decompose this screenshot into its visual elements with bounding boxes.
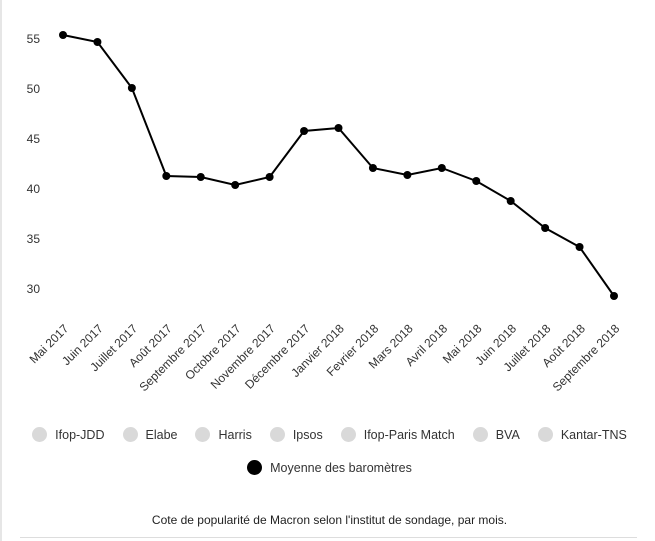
caption: Cote de popularité de Macron selon l'ins… xyxy=(151,513,508,527)
point xyxy=(403,171,412,179)
legend: Moyenne des baromètres xyxy=(2,460,655,475)
legend-marker xyxy=(32,427,48,442)
point xyxy=(368,164,377,172)
legend-item[interactable]: Elabe xyxy=(122,427,178,442)
legend-marker xyxy=(472,427,488,442)
y-tick-label: 55 xyxy=(27,32,41,46)
legend-item[interactable]: Ifop-JDD xyxy=(32,427,105,442)
legend-label: BVA xyxy=(495,427,520,442)
legend-label: Ifop-JDD xyxy=(55,427,105,442)
point xyxy=(265,173,274,181)
point xyxy=(300,127,309,135)
line xyxy=(62,34,615,297)
legend-item[interactable]: Ifop-Paris Match xyxy=(340,427,455,442)
legend-label: Ifop-Paris Match xyxy=(363,427,455,442)
y-tick-label: 45 xyxy=(27,132,41,146)
legend-label: Ipsos xyxy=(292,427,323,442)
point xyxy=(59,31,67,39)
y-tick-label: 30 xyxy=(27,282,41,296)
divider xyxy=(20,537,637,538)
point xyxy=(575,243,584,251)
point xyxy=(127,84,136,92)
legend-item[interactable]: Moyenne des baromètres xyxy=(247,460,412,475)
point xyxy=(610,292,618,300)
legend-marker xyxy=(537,427,553,442)
point xyxy=(93,38,102,46)
legend-item[interactable]: Harris xyxy=(195,427,252,442)
legend: Ifop-JDD Elabe Harris Ipsos Ifop-Paris Match… xyxy=(2,427,655,442)
legend-item[interactable]: Ipsos xyxy=(269,427,323,442)
point xyxy=(472,177,481,185)
legend-label: Kantar-TNS xyxy=(560,427,627,442)
legend-marker xyxy=(195,427,211,442)
point xyxy=(541,224,550,232)
legend-item[interactable]: BVA xyxy=(472,427,520,442)
point xyxy=(162,172,171,180)
legend-marker xyxy=(247,460,263,475)
point xyxy=(196,173,205,181)
point xyxy=(231,181,240,189)
y-tick-label: 50 xyxy=(27,82,41,96)
point xyxy=(506,197,515,205)
legend-label: Moyenne des baromètres xyxy=(270,460,412,475)
legend-label: Elabe xyxy=(145,427,178,442)
legend-marker xyxy=(340,427,356,442)
y-tick-label: 35 xyxy=(27,232,41,246)
y-tick-label: 40 xyxy=(27,182,41,196)
legend-marker xyxy=(269,427,285,442)
point xyxy=(334,124,343,132)
legend-label: Harris xyxy=(218,427,252,442)
legend-marker xyxy=(122,427,138,442)
legend-item[interactable]: Kantar-TNS xyxy=(537,427,627,442)
point xyxy=(437,164,446,172)
